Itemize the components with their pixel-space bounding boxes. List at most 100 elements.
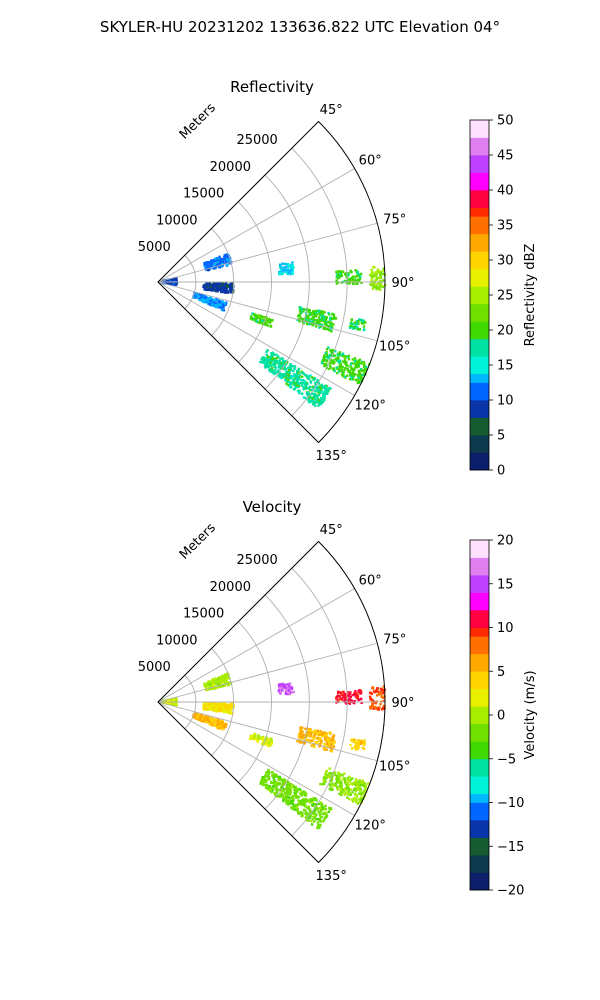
echo-gate	[287, 692, 291, 695]
echo-gate	[370, 268, 373, 272]
echo-gate	[350, 318, 353, 321]
echo-gate	[283, 792, 287, 795]
echo-gate	[327, 745, 330, 748]
echo-gate	[326, 327, 329, 331]
echo-gate	[294, 786, 298, 789]
echo-gate	[357, 320, 360, 323]
echo-gate	[278, 782, 282, 786]
echo-gate	[370, 705, 373, 708]
echo-gate	[341, 360, 345, 363]
echo-gate	[345, 792, 348, 795]
echo-gate	[215, 709, 219, 713]
echo-gate	[209, 265, 212, 269]
echo-gate	[314, 315, 317, 318]
echo-gate	[322, 392, 325, 395]
echo-gate	[352, 327, 355, 330]
echo-gate	[299, 381, 303, 385]
echo-gate	[350, 368, 353, 371]
echo-gate	[313, 312, 316, 316]
echo-gate	[362, 739, 365, 743]
echo-gate	[214, 302, 217, 305]
echo-gate	[318, 310, 321, 314]
echo-gate	[213, 722, 217, 726]
echo-gate	[215, 724, 218, 727]
echo-gate	[316, 821, 320, 824]
echo-gate	[346, 691, 349, 694]
echo-gate	[323, 364, 326, 368]
echo-gate	[174, 697, 177, 701]
echo-gate	[319, 812, 322, 815]
echo-gate	[329, 744, 333, 747]
echo-gate	[288, 384, 292, 387]
echo-gate	[269, 363, 272, 366]
echo-gate	[372, 285, 376, 289]
echo-gate	[209, 286, 212, 290]
echo-gate	[259, 317, 262, 321]
echo-gate	[324, 315, 327, 319]
echo-gate	[274, 794, 277, 797]
reflectivity-title: Reflectivity	[230, 78, 314, 96]
echo-gate	[357, 781, 360, 784]
echo-gate	[356, 373, 360, 377]
echo-gate	[318, 326, 321, 329]
echo-gate	[281, 357, 284, 360]
echo-gate	[310, 744, 313, 747]
colorbar-segment	[470, 671, 489, 681]
echo-gate	[213, 680, 216, 683]
echo-gate	[313, 816, 317, 819]
echo-gate	[228, 677, 231, 680]
echo-gate	[298, 392, 301, 395]
echo-gate	[274, 369, 277, 372]
echo-gate	[311, 320, 314, 323]
reflectivity-colorbar-label: Reflectivity dBZ	[523, 244, 538, 347]
echo-gate	[338, 351, 342, 354]
echo-gate	[316, 737, 319, 740]
colorbar-segment	[470, 706, 489, 716]
echo-gate	[318, 732, 321, 735]
echo-gate	[329, 322, 333, 325]
echo-gate	[361, 377, 364, 381]
echo-gate	[271, 786, 274, 790]
echo-gate	[290, 268, 293, 271]
echo-gate	[328, 739, 331, 742]
echo-gate	[285, 785, 289, 788]
colorbar-segment	[470, 767, 489, 777]
echo-gate	[284, 363, 288, 366]
echo-gate	[350, 375, 353, 378]
echo-gate	[336, 275, 340, 278]
echo-gate	[284, 797, 288, 801]
colorbar-segment	[470, 653, 489, 663]
echo-gate	[209, 299, 212, 303]
echo-gate	[198, 293, 201, 296]
echo-gate	[380, 284, 384, 288]
echo-gate	[374, 275, 378, 278]
echo-gate	[336, 371, 339, 375]
echo-gate	[359, 272, 363, 276]
echo-gate	[375, 707, 378, 710]
echo-gate	[375, 273, 378, 277]
echo-gate	[318, 388, 321, 391]
echo-gate	[363, 363, 366, 366]
echo-gate	[284, 376, 287, 379]
echo-gate	[297, 384, 301, 387]
echo-gate	[308, 816, 311, 819]
colorbar-tick-label: −20	[497, 884, 524, 899]
echo-gate	[353, 326, 356, 329]
echo-gate	[332, 367, 335, 370]
echo-gate	[357, 381, 361, 384]
echo-gate	[297, 367, 301, 371]
echo-cluster	[368, 685, 386, 711]
reflectivity-grid	[157, 147, 385, 417]
echo-gate	[376, 282, 380, 285]
colorbar-segment	[470, 820, 489, 830]
echo-gate	[305, 816, 309, 819]
echo-gate	[301, 730, 304, 734]
echo-gate	[357, 365, 360, 368]
echo-gate	[224, 290, 227, 293]
echo-gate	[289, 382, 292, 385]
echo-gate	[362, 785, 366, 788]
echo-gate	[298, 741, 302, 744]
echo-gate	[363, 743, 366, 747]
echo-gate	[205, 715, 209, 719]
